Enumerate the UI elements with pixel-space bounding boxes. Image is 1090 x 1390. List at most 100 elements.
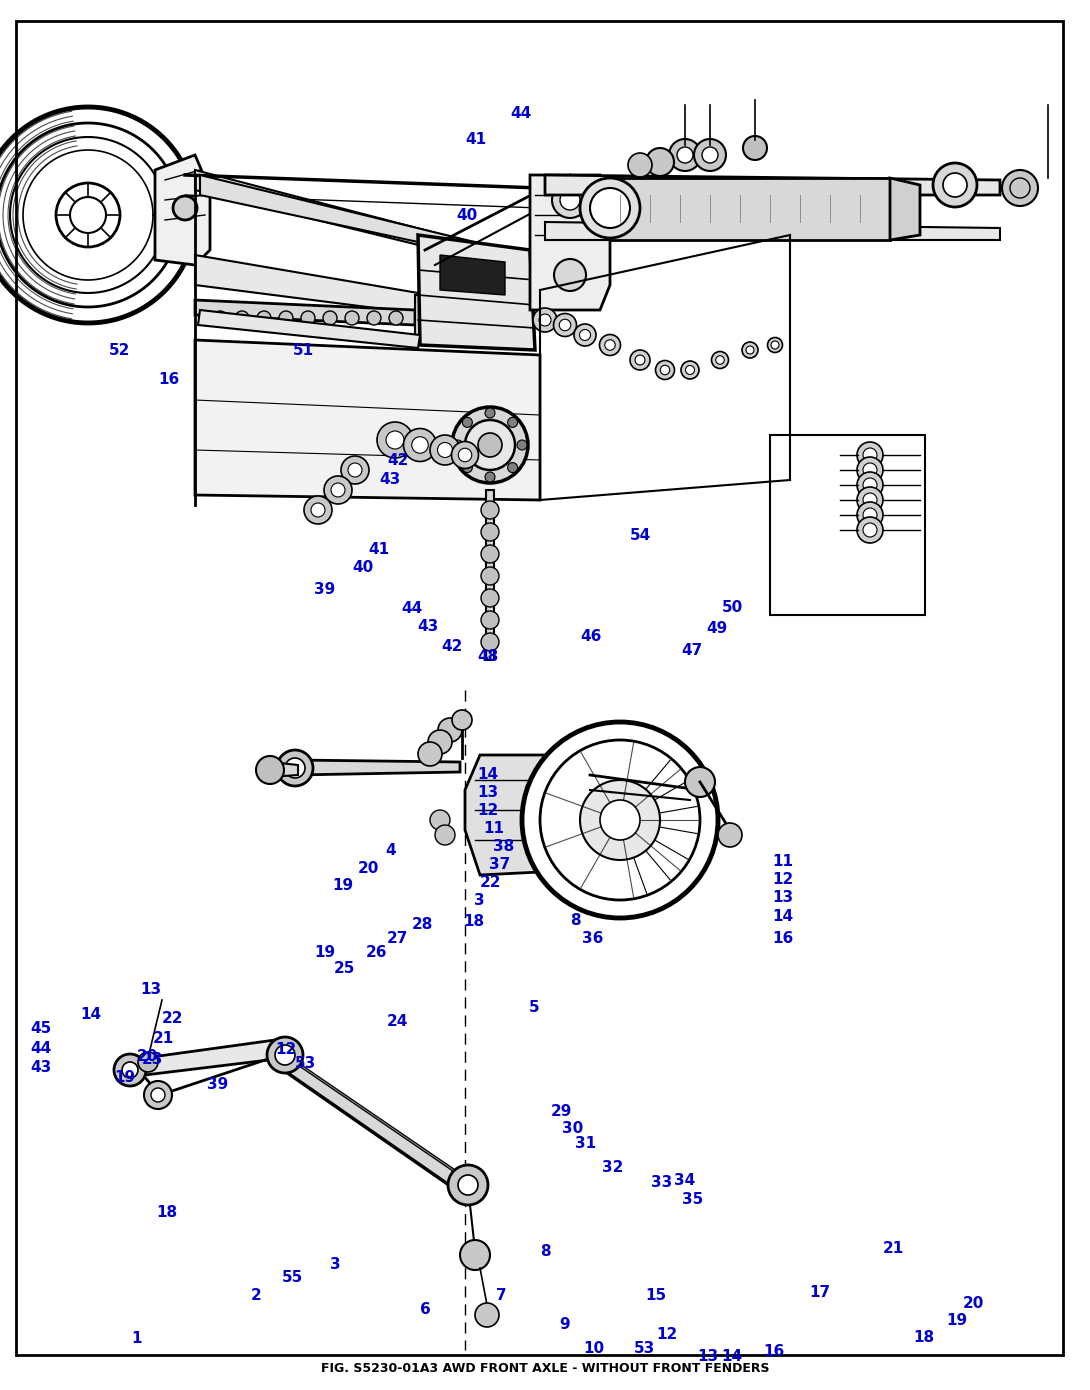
Text: 20: 20 [136,1049,158,1063]
Polygon shape [417,235,535,350]
Text: 39: 39 [207,1077,229,1091]
Circle shape [235,311,249,325]
Text: 19: 19 [114,1070,136,1084]
Text: 23: 23 [142,1052,164,1066]
Polygon shape [198,310,420,348]
Circle shape [301,311,315,325]
Circle shape [481,545,499,563]
Circle shape [857,517,883,543]
Text: 7: 7 [496,1289,507,1302]
Circle shape [481,523,499,541]
Circle shape [580,329,591,341]
Circle shape [138,1052,158,1072]
Circle shape [863,463,877,477]
Circle shape [522,721,718,917]
Polygon shape [415,295,440,341]
Polygon shape [195,300,415,325]
Circle shape [517,441,526,450]
Text: 20: 20 [962,1297,984,1311]
Text: 12: 12 [772,873,794,887]
Circle shape [481,500,499,518]
Circle shape [377,423,413,457]
Circle shape [712,352,728,368]
Text: 5: 5 [529,1001,540,1015]
Text: 12: 12 [275,1042,296,1056]
Circle shape [742,342,758,359]
Circle shape [271,1038,299,1066]
Circle shape [767,338,783,353]
Polygon shape [276,1054,468,1194]
Text: 49: 49 [706,621,728,635]
Circle shape [452,710,472,730]
Circle shape [346,311,359,325]
Text: 32: 32 [602,1161,623,1175]
Circle shape [590,188,630,228]
Circle shape [448,1165,488,1205]
Circle shape [417,742,443,766]
Text: 54: 54 [630,528,652,542]
Polygon shape [530,175,610,310]
Text: 18: 18 [463,915,485,929]
Circle shape [857,442,883,468]
Text: 39: 39 [314,582,336,596]
Polygon shape [545,175,1000,195]
Circle shape [453,441,463,450]
Text: 17: 17 [809,1286,831,1300]
Text: 4: 4 [385,844,396,858]
Text: 18: 18 [156,1205,178,1219]
Circle shape [646,147,674,177]
Circle shape [311,503,325,517]
Circle shape [681,361,699,379]
Text: 13: 13 [772,891,794,905]
Circle shape [324,475,352,505]
Circle shape [540,739,700,899]
Circle shape [1002,170,1038,206]
Circle shape [331,482,346,498]
Text: 46: 46 [580,630,602,644]
Text: 35: 35 [681,1193,703,1207]
Circle shape [771,341,779,349]
Text: 8: 8 [540,1244,550,1258]
Circle shape [213,311,227,325]
Circle shape [863,523,877,537]
Text: 15: 15 [645,1289,667,1302]
Text: 33: 33 [651,1176,673,1190]
Circle shape [746,346,754,354]
Text: 42: 42 [387,453,409,467]
Polygon shape [155,156,210,265]
Text: 51: 51 [292,343,314,357]
Polygon shape [195,170,520,270]
Circle shape [863,493,877,507]
Text: 19: 19 [332,878,354,892]
Text: 12: 12 [477,803,499,817]
Text: 24: 24 [387,1015,409,1029]
Polygon shape [270,762,298,777]
Circle shape [661,366,669,375]
Circle shape [863,448,877,461]
Circle shape [284,758,305,778]
Circle shape [348,463,362,477]
Circle shape [560,190,580,210]
Circle shape [863,507,877,523]
Circle shape [669,139,701,171]
Circle shape [718,823,742,847]
Polygon shape [486,491,494,660]
Circle shape [341,456,370,484]
Bar [770,435,925,614]
Text: 8: 8 [570,913,581,927]
Text: 19: 19 [946,1314,968,1327]
Text: 44: 44 [31,1041,52,1055]
Circle shape [323,311,337,325]
Circle shape [275,1045,295,1065]
Circle shape [144,1081,172,1109]
Text: 13: 13 [697,1350,718,1364]
Text: 42: 42 [441,639,463,653]
Polygon shape [465,755,590,874]
Text: 16: 16 [763,1344,785,1358]
Text: 44: 44 [510,107,532,121]
Text: 16: 16 [158,373,180,386]
Circle shape [694,139,726,171]
Circle shape [481,567,499,585]
Text: 6: 6 [420,1302,431,1316]
Text: 38: 38 [493,840,514,853]
